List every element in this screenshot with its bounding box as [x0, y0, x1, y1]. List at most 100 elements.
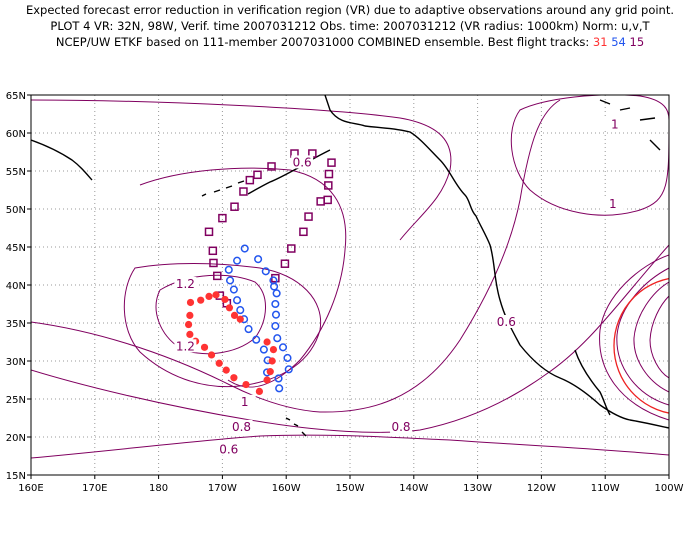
- contour-label-background: [495, 315, 518, 328]
- header-line-3-text: NCEP/UW ETKF based on 111-member 2007031…: [55, 35, 590, 49]
- track-31-point: [236, 315, 244, 323]
- contour-label-background: [174, 277, 197, 290]
- track-15-point: [204, 227, 214, 237]
- contour-label-background: [601, 197, 624, 211]
- track-54-point: [240, 244, 249, 253]
- track-54-point: [229, 285, 238, 294]
- contour-line: [599, 254, 669, 421]
- track-54-point: [273, 334, 282, 343]
- track-15-point: [208, 246, 218, 256]
- contour-line: [123, 263, 322, 388]
- track-15-point: [218, 213, 227, 223]
- track-54-point: [272, 289, 281, 298]
- lon-tick-label: 160W: [272, 483, 301, 494]
- lat-tick-label: 35N: [6, 319, 26, 330]
- lon-tick-label: 150W: [336, 483, 365, 494]
- lon-tick-label: 130W: [463, 483, 492, 494]
- lat-tick-label: 65N: [6, 91, 26, 102]
- track-54-point: [244, 325, 253, 334]
- track-15-point: [209, 258, 218, 268]
- track-15-point: [280, 259, 290, 268]
- contour-line: [139, 167, 347, 388]
- track-54-point: [284, 365, 293, 374]
- lat-tick-label: 50N: [6, 205, 26, 216]
- contour-label-background: [230, 419, 253, 433]
- track-31-point: [269, 346, 278, 354]
- track-54-point: [252, 335, 261, 344]
- lat-tick-label: 15N: [6, 471, 26, 482]
- track-54-point: [278, 343, 288, 352]
- header-line-3: NCEP/UW ETKF based on 111-member 2007031…: [0, 34, 700, 50]
- contour-label: 1.2: [176, 339, 195, 353]
- contour-label: 0.6: [497, 315, 516, 329]
- lat-tick-label: 20N: [6, 433, 26, 444]
- verification-region-circle: [613, 277, 669, 414]
- track-15-point: [267, 162, 276, 171]
- track-31-point: [207, 351, 216, 359]
- contour-labels: 0.6 1.2 1.2 1 0.8 0.8 0.6 0.6 1 1: [174, 117, 626, 457]
- track-15-point: [324, 181, 333, 190]
- verification-region: [613, 277, 669, 414]
- lat-tick-label: 25N: [6, 395, 26, 406]
- contour-label: 0.6: [293, 155, 312, 169]
- contour-line: [31, 244, 669, 433]
- coastline-alaska: [324, 95, 669, 429]
- track-54-point: [261, 267, 270, 276]
- track-54-point: [271, 310, 281, 319]
- track-31-point: [186, 311, 194, 319]
- track-31-point: [230, 311, 239, 319]
- track-31-point: [221, 295, 229, 304]
- track-15-point: [324, 169, 334, 179]
- track-31-point: [263, 376, 271, 384]
- contour-line: [649, 295, 669, 379]
- track-54-point: [270, 282, 279, 291]
- track-15-label: 15: [629, 35, 645, 49]
- track-15-point: [316, 197, 325, 206]
- track-15-point: [327, 158, 336, 167]
- track-54-point: [259, 345, 268, 354]
- coastline-islands: [599, 99, 661, 151]
- lon-tick-label: 110W: [591, 483, 620, 494]
- contour-label: 1: [241, 395, 249, 409]
- track-54-point: [233, 256, 242, 265]
- lon-tick-label: 100W: [655, 483, 684, 494]
- flight-tracks: [184, 149, 336, 395]
- contour-label: 0.8: [232, 420, 251, 434]
- track-31-point: [205, 292, 213, 300]
- lat-tick-label: 55N: [6, 167, 26, 178]
- lon-tick-label: 170W: [208, 483, 237, 494]
- track-31-point: [263, 338, 271, 346]
- contour-line: [510, 95, 669, 216]
- contour-label-background: [174, 339, 197, 353]
- track-31-point: [197, 296, 205, 304]
- contour-label: 0.6: [219, 443, 238, 457]
- contour-label-background: [390, 419, 413, 433]
- track-15-point: [287, 244, 296, 253]
- contour-label-background: [603, 117, 626, 131]
- contour-lines: [31, 95, 669, 459]
- grid-lines: [31, 95, 669, 475]
- track-31-point: [255, 387, 264, 395]
- chart-header: Expected forecast error reduction in ver…: [0, 2, 700, 50]
- track-15-point: [323, 195, 332, 205]
- track-31-point: [242, 380, 250, 389]
- track-31-point: [200, 343, 209, 351]
- track-54-point: [254, 255, 263, 264]
- header-line-2: PLOT 4 VR: 32N, 98W, Verif. time 2007031…: [50, 19, 650, 33]
- track-54-point: [233, 296, 242, 305]
- track-15-point: [239, 187, 248, 196]
- coastline-kamchatka: [31, 139, 93, 181]
- coastline-hawaii: [285, 417, 307, 437]
- lat-tick-label: 60N: [6, 129, 26, 140]
- axis-labels: 15N 20N 25N 30N 35N 40N 45N 50N 55N 60N 65N 160E 170…: [6, 91, 684, 494]
- track-31-point: [225, 304, 234, 312]
- track-31-point: [268, 357, 276, 365]
- track-31-point: [230, 374, 238, 382]
- track-54-point: [275, 384, 284, 393]
- lon-tick-label: 160E: [18, 483, 43, 494]
- lat-tick-label: 45N: [6, 243, 26, 254]
- contour-line: [616, 267, 669, 406]
- track-31-point: [184, 320, 193, 329]
- track-31-label: 31: [592, 35, 608, 49]
- track-15-point: [253, 170, 262, 180]
